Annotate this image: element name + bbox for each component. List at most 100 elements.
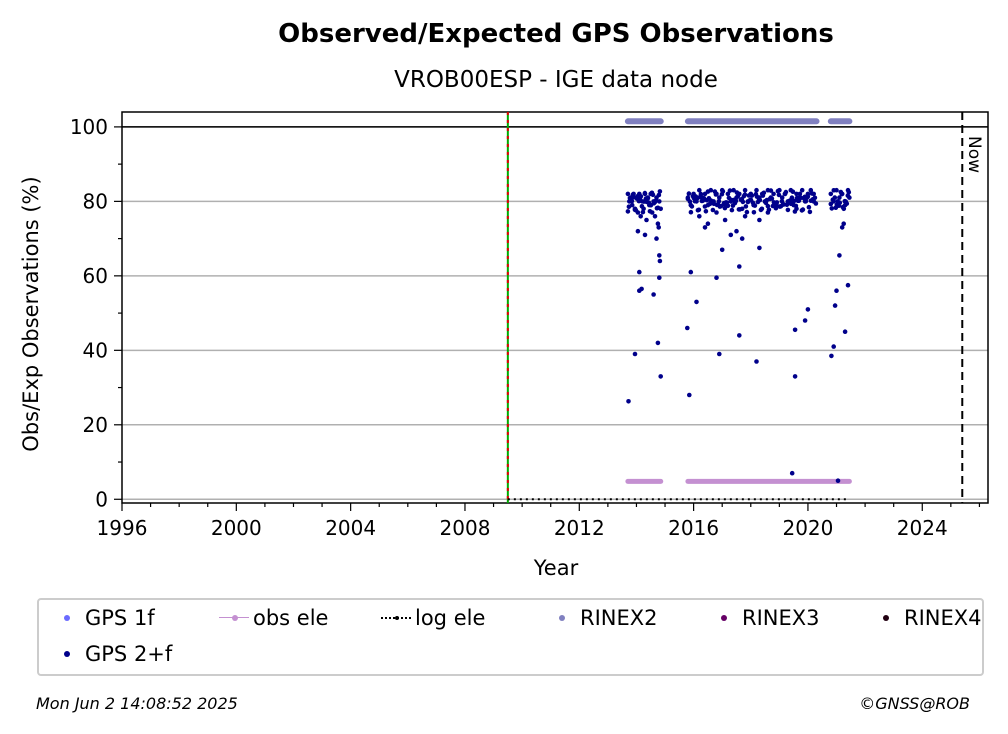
gps-2f-point bbox=[839, 225, 845, 230]
gps-2f-point bbox=[629, 198, 635, 204]
gps-2f-point bbox=[713, 192, 719, 197]
gps-2f-point bbox=[734, 190, 740, 195]
now-label: Now bbox=[964, 136, 984, 173]
gps-2f-point bbox=[688, 269, 694, 275]
gps-2f-point bbox=[626, 399, 631, 404]
gps-2f-point bbox=[637, 269, 642, 275]
legend-marker-rinex4 bbox=[868, 608, 902, 628]
gps-2f-point bbox=[742, 214, 748, 219]
gps-2f-point bbox=[813, 201, 819, 206]
gps-2f-point bbox=[657, 253, 662, 258]
gps-2f-point bbox=[742, 192, 748, 197]
gps-2f-point bbox=[657, 275, 662, 281]
gps-2f-point bbox=[733, 198, 739, 204]
y-tick-label: 60 bbox=[83, 264, 108, 288]
legend-item-log-ele: log ele bbox=[379, 606, 485, 630]
legend-marker-gps-1f bbox=[49, 608, 83, 628]
gps-2f-point bbox=[737, 333, 742, 338]
legend-label: obs ele bbox=[253, 606, 329, 630]
gps-2f-point bbox=[714, 210, 719, 215]
gps-2f-point bbox=[785, 207, 791, 213]
gps-2f-point bbox=[845, 282, 851, 288]
gps-2f-point bbox=[658, 374, 663, 379]
gps-2f-point bbox=[685, 325, 690, 331]
gps-2f-point bbox=[656, 225, 661, 230]
gps-2f-point bbox=[714, 275, 719, 281]
gps-2f-point bbox=[806, 204, 812, 210]
chart: Observed/Expected GPS Observations VROB0… bbox=[19, 19, 989, 580]
gps-2f-point bbox=[737, 207, 743, 212]
legend-label: GPS 1f bbox=[85, 606, 155, 630]
gps-2f-point bbox=[703, 209, 709, 214]
x-tick-label: 2008 bbox=[440, 516, 491, 540]
gps-2f-point bbox=[837, 253, 842, 258]
gps-2f-point bbox=[831, 344, 836, 349]
gps-2f-point bbox=[761, 190, 767, 196]
y-tick-label: 80 bbox=[83, 189, 108, 213]
y-tick-label: 40 bbox=[83, 338, 108, 362]
gps-2f-point bbox=[642, 190, 648, 196]
gps-2f-point bbox=[803, 199, 809, 204]
gps-2f-point bbox=[812, 195, 818, 201]
gps-2f-point bbox=[644, 217, 649, 223]
x-tick-label: 2024 bbox=[897, 516, 948, 540]
gps-2f-point bbox=[768, 188, 774, 193]
gps-2f-point bbox=[829, 353, 834, 359]
gps-2f-point bbox=[728, 232, 734, 238]
gps-2f-point bbox=[725, 191, 731, 197]
gps-2f-point bbox=[656, 192, 662, 198]
legend-item-obs-ele: obs ele bbox=[217, 606, 328, 630]
legend-item-rinex3: RINEX3 bbox=[706, 606, 820, 630]
gps-2f-point bbox=[802, 318, 808, 323]
gps-2f-point bbox=[831, 188, 837, 193]
legend-item-rinex4: RINEX4 bbox=[868, 606, 982, 630]
gps-2f-point bbox=[650, 192, 656, 198]
legend-marker-obs-ele bbox=[217, 608, 251, 628]
gps-2f-point bbox=[633, 208, 639, 213]
gps-2f-point bbox=[717, 195, 722, 200]
gps-2f-point bbox=[705, 189, 711, 194]
legend-marker-rinex3 bbox=[706, 608, 740, 628]
plot-frame bbox=[121, 111, 989, 504]
legend-marker-rinex2 bbox=[544, 608, 578, 628]
y-tick-label: 0 bbox=[95, 487, 108, 511]
y-tick-label: 100 bbox=[70, 115, 108, 139]
legend-marker-log-ele bbox=[379, 608, 413, 628]
chart-title: Observed/Expected GPS Observations bbox=[278, 19, 834, 49]
gps-2f-point bbox=[697, 214, 702, 219]
gps-2f-point bbox=[749, 193, 755, 198]
gps-2f-point bbox=[797, 191, 803, 197]
gps-2f-point bbox=[640, 209, 646, 215]
gps-2f-point bbox=[839, 191, 845, 197]
gps-2f-point bbox=[737, 264, 742, 269]
gps-2f-point bbox=[625, 209, 631, 214]
gps-2f-point bbox=[725, 203, 731, 209]
gps-2f-point bbox=[735, 194, 741, 199]
gps-2f-point bbox=[716, 199, 722, 204]
gps-2f-point bbox=[639, 204, 645, 209]
gps-2f-point bbox=[769, 196, 775, 201]
gps-2f-point bbox=[654, 236, 659, 241]
gps-2f-point bbox=[655, 340, 661, 346]
gps-2f-point bbox=[835, 478, 841, 484]
gps-2f-point bbox=[687, 199, 693, 204]
legend-item-gps-1f: GPS 1f bbox=[49, 606, 155, 630]
gps-2f-point bbox=[625, 191, 631, 197]
gps-2f-point bbox=[639, 286, 644, 292]
gps-2f-point bbox=[655, 205, 661, 211]
gps-2f-point bbox=[832, 195, 838, 200]
gps-2f-point bbox=[751, 210, 757, 215]
x-tick-label: 1996 bbox=[97, 516, 148, 540]
gps-2f-point bbox=[687, 392, 692, 398]
gps-2f-point bbox=[734, 228, 739, 234]
gps-2f-point bbox=[638, 194, 644, 199]
gps-2f-point bbox=[740, 199, 746, 205]
legend-label: RINEX3 bbox=[742, 606, 820, 630]
gps-2f-point bbox=[754, 359, 759, 364]
gps-2f-point bbox=[757, 217, 762, 223]
gps-2f-point bbox=[642, 232, 648, 238]
gps-2f-point bbox=[686, 191, 692, 196]
gps-2f-point bbox=[698, 191, 704, 197]
chart-subtitle: VROB00ESP - IGE data node bbox=[394, 67, 718, 93]
legend-label: log ele bbox=[415, 606, 486, 630]
